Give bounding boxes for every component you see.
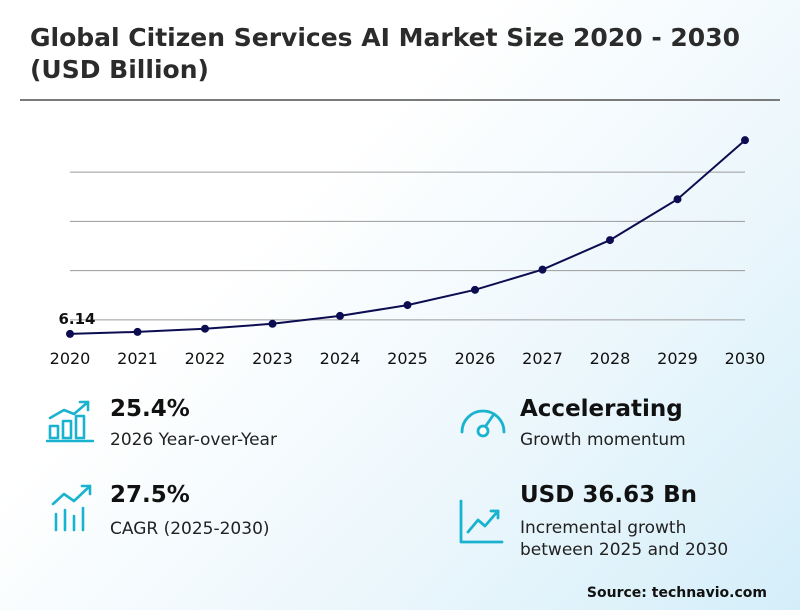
gauge-icon bbox=[460, 409, 506, 438]
data-point-2025 bbox=[403, 301, 412, 310]
chart-title: Global Citizen Services AI Market Size 2… bbox=[30, 23, 740, 84]
stat-yoy-value: 25.4% bbox=[110, 396, 190, 422]
x-tick-label: 2023 bbox=[252, 349, 293, 368]
title-divider bbox=[20, 99, 780, 101]
x-tick-label: 2026 bbox=[455, 349, 496, 368]
data-point-2024 bbox=[336, 311, 344, 320]
stat-incremental-label-line1: Incremental growth bbox=[520, 518, 687, 538]
line-chart: 2020 2021 2022 2023 2024 2025 2026 2027 2028 2029… bbox=[50, 136, 766, 368]
source-credit: Source: technavio.com bbox=[586, 585, 767, 601]
stat-incremental-label-line2: between 2025 and 2030 bbox=[520, 540, 729, 560]
stat-momentum: Accelerating Growth momentum bbox=[458, 396, 778, 458]
stat-cagr-value: 27.5% bbox=[110, 482, 190, 508]
line-chart-icon bbox=[459, 499, 504, 544]
stat-momentum-value: Accelerating bbox=[520, 396, 683, 422]
x-tick-label: 2022 bbox=[185, 349, 226, 368]
stat-momentum-label: Growth momentum bbox=[520, 430, 686, 450]
data-point-2027 bbox=[538, 265, 547, 274]
bar-chart-growth-icon bbox=[46, 400, 94, 443]
stat-yoy: 25.4% 2026 Year-over-Year bbox=[46, 396, 386, 458]
x-tick-label: 2021 bbox=[117, 349, 158, 368]
data-label: 6.14 bbox=[58, 310, 95, 328]
data-point-2028 bbox=[606, 236, 614, 245]
trend-bars-icon bbox=[51, 484, 92, 532]
data-point-2029 bbox=[673, 195, 682, 204]
stat-yoy-label: 2026 Year-over-Year bbox=[110, 430, 277, 450]
x-tick-label: 2020 bbox=[50, 349, 91, 368]
x-tick-label: 2029 bbox=[657, 349, 698, 368]
stat-incremental-value: USD 36.63 Bn bbox=[520, 482, 698, 508]
data-point-2022 bbox=[201, 324, 209, 333]
x-tick-label: 2027 bbox=[522, 349, 563, 368]
data-point-2023 bbox=[268, 319, 277, 328]
x-tick-label: 2030 bbox=[725, 349, 766, 368]
data-point-2030 bbox=[741, 136, 749, 145]
data-point-2026 bbox=[471, 285, 479, 294]
data-point-2021 bbox=[133, 327, 142, 336]
data-point-2020 bbox=[66, 329, 74, 338]
stat-cagr-label: CAGR (2025-2030) bbox=[110, 519, 270, 539]
stat-incremental: USD 36.63 Bn Incremental growth between … bbox=[458, 482, 778, 562]
x-tick-label: 2028 bbox=[590, 349, 631, 368]
x-tick-label: 2025 bbox=[387, 349, 428, 368]
stat-cagr: 27.5% CAGR (2025-2030) bbox=[50, 482, 390, 542]
x-tick-label: 2024 bbox=[320, 349, 361, 368]
